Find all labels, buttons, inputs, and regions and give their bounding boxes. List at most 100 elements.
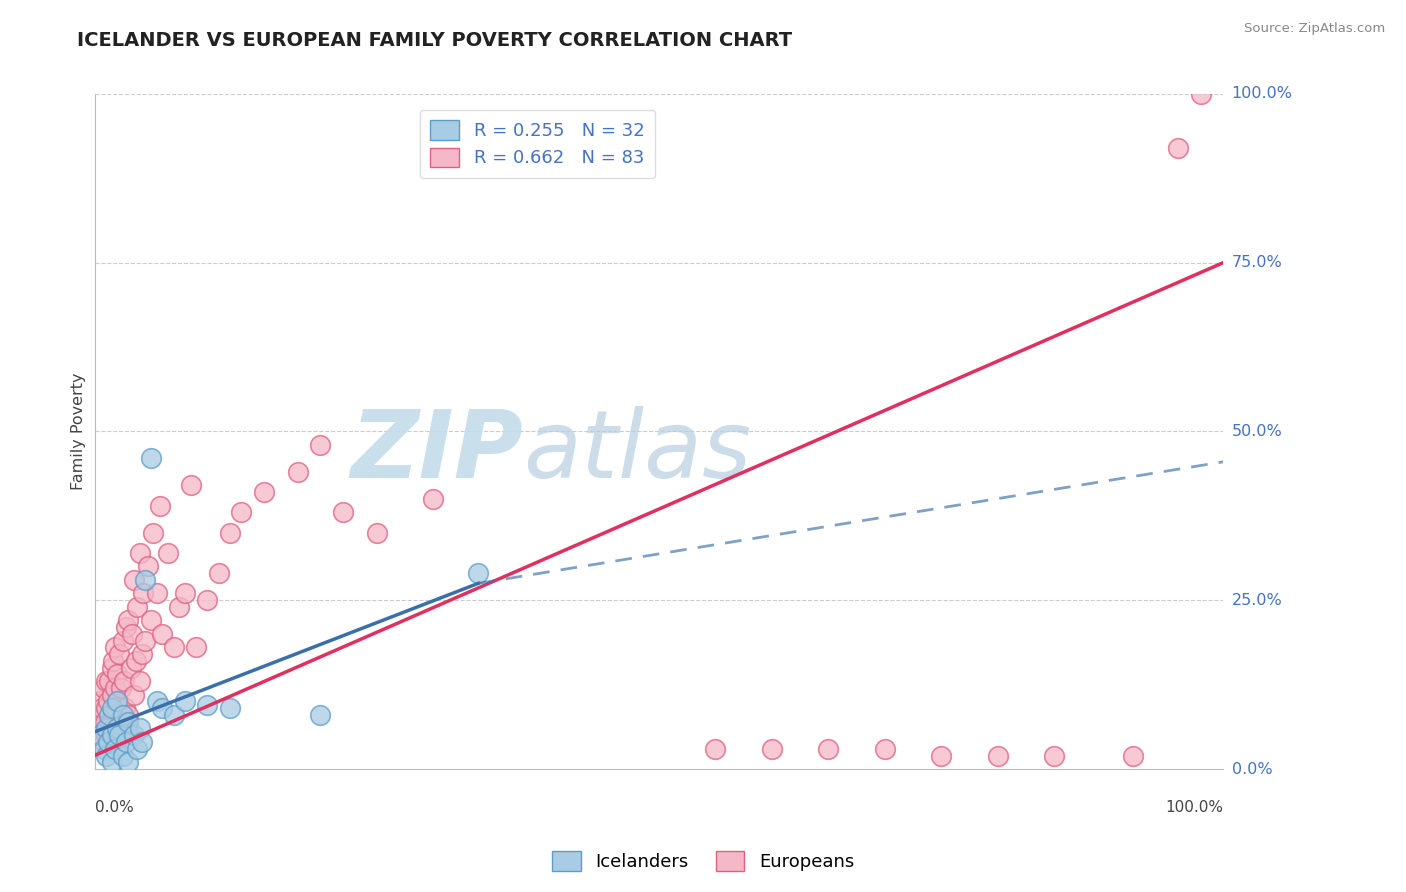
Point <box>111 708 134 723</box>
Point <box>94 674 117 689</box>
Legend: Icelanders, Europeans: Icelanders, Europeans <box>544 844 862 879</box>
Point <box>156 546 179 560</box>
Point <box>94 722 117 736</box>
Point <box>93 681 115 695</box>
Point <box>173 586 195 600</box>
Point <box>111 633 134 648</box>
Point <box>167 599 190 614</box>
Point <box>1122 748 1144 763</box>
Point <box>127 599 149 614</box>
Point <box>98 708 121 723</box>
Point <box>422 491 444 506</box>
Point <box>97 694 120 708</box>
Point <box>120 661 142 675</box>
Point <box>100 714 122 729</box>
Point <box>90 722 112 736</box>
Point <box>91 701 114 715</box>
Text: 0.0%: 0.0% <box>1232 762 1272 777</box>
Point <box>100 756 122 770</box>
Point <box>1189 87 1212 101</box>
Point <box>208 566 231 581</box>
Point <box>107 694 129 708</box>
Point <box>197 593 219 607</box>
Point <box>108 722 131 736</box>
Point <box>162 640 184 655</box>
Point <box>100 728 122 742</box>
Point <box>94 748 117 763</box>
Point <box>1043 748 1066 763</box>
Point <box>115 620 138 634</box>
Point <box>986 748 1008 763</box>
Point <box>125 654 148 668</box>
Point <box>817 741 839 756</box>
Text: ICELANDER VS EUROPEAN FAMILY POVERTY CORRELATION CHART: ICELANDER VS EUROPEAN FAMILY POVERTY COR… <box>77 31 793 50</box>
Point <box>149 499 172 513</box>
Text: atlas: atlas <box>523 406 752 497</box>
Point <box>122 688 145 702</box>
Point <box>253 485 276 500</box>
Point <box>93 714 115 729</box>
Point <box>117 722 139 736</box>
Text: ZIP: ZIP <box>350 406 523 498</box>
Point <box>105 694 128 708</box>
Point <box>145 586 167 600</box>
Point <box>219 525 242 540</box>
Point <box>131 735 153 749</box>
Point <box>309 438 332 452</box>
Point <box>761 741 783 756</box>
Point <box>89 694 111 708</box>
Point <box>97 735 120 749</box>
Point <box>117 614 139 628</box>
Point <box>127 741 149 756</box>
Point <box>87 728 110 742</box>
Point <box>197 698 219 712</box>
Point <box>101 654 124 668</box>
Point <box>132 586 155 600</box>
Point <box>145 694 167 708</box>
Point <box>100 661 122 675</box>
Point <box>108 647 131 661</box>
Point <box>112 674 135 689</box>
Text: 0.0%: 0.0% <box>94 799 134 814</box>
Text: Source: ZipAtlas.com: Source: ZipAtlas.com <box>1244 22 1385 36</box>
Point <box>111 748 134 763</box>
Point <box>186 640 208 655</box>
Point <box>366 525 388 540</box>
Text: 75.0%: 75.0% <box>1232 255 1282 270</box>
Y-axis label: Family Poverty: Family Poverty <box>72 373 86 491</box>
Point <box>704 741 727 756</box>
Point <box>162 708 184 723</box>
Point <box>142 525 165 540</box>
Point <box>98 735 121 749</box>
Point <box>139 614 162 628</box>
Point <box>873 741 896 756</box>
Point <box>97 722 120 736</box>
Point <box>332 505 354 519</box>
Point <box>231 505 253 519</box>
Point <box>89 728 111 742</box>
Point <box>100 728 122 742</box>
Point <box>100 688 122 702</box>
Point <box>173 694 195 708</box>
Point <box>117 714 139 729</box>
Point <box>117 708 139 723</box>
Point <box>115 735 138 749</box>
Point <box>105 667 128 681</box>
Point <box>94 701 117 715</box>
Point <box>128 546 150 560</box>
Point <box>117 756 139 770</box>
Point <box>134 633 156 648</box>
Point <box>287 465 309 479</box>
Point <box>131 647 153 661</box>
Point <box>94 728 117 742</box>
Point <box>121 627 143 641</box>
Point <box>150 701 173 715</box>
Point <box>105 722 128 736</box>
Point <box>467 566 489 581</box>
Point <box>179 478 201 492</box>
Text: 100.0%: 100.0% <box>1166 799 1223 814</box>
Point <box>111 708 134 723</box>
Point <box>128 722 150 736</box>
Text: 50.0%: 50.0% <box>1232 424 1282 439</box>
Point <box>103 722 125 736</box>
